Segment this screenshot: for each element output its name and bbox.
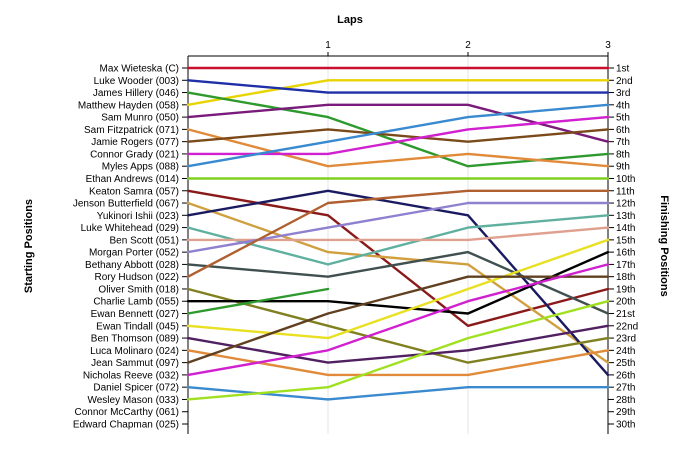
driver-label: Sam Fitzpatrick (071): [84, 125, 179, 136]
driver-label: James Hillery (046): [93, 88, 179, 99]
driver-label: Connor McCarthy (061): [75, 407, 179, 418]
finish-position-label: 6th: [616, 125, 630, 136]
driver-label: Luke Wooder (003): [94, 76, 179, 87]
finish-position-label: 16th: [616, 248, 635, 259]
driver-label: Nicholas Reeve (032): [83, 370, 179, 381]
driver-label: Luca Molinaro (024): [90, 346, 179, 357]
finish-position-label: 3rd: [616, 88, 630, 99]
finish-position-label: 11th: [616, 186, 635, 197]
series-line: [186, 287, 610, 364]
driver-label: Ewan Tindall (045): [96, 321, 179, 332]
series-line: [186, 263, 610, 377]
driver-label: Charlie Lamb (055): [93, 297, 179, 308]
driver-label: Jenson Butterfield (067): [73, 199, 179, 210]
driver-label: Jamie Rogers (077): [91, 137, 179, 148]
driver-label: Myles Apps (088): [102, 162, 179, 173]
driver-label: Ewan Bennett (027): [91, 309, 179, 320]
driver-label: Max Wieteska (C): [100, 64, 179, 75]
finish-position-label: 9th: [616, 162, 630, 173]
finish-position-label: 23rd: [616, 334, 636, 345]
driver-label: Luke Whitehead (029): [81, 223, 179, 234]
driver-label: Keaton Samra (057): [89, 186, 179, 197]
series-line: [186, 287, 330, 315]
series-line: [186, 201, 610, 364]
series-line: [186, 275, 610, 364]
series-line: [186, 103, 610, 168]
series-line: [186, 214, 610, 266]
finish-position-label: 30th: [616, 420, 635, 431]
finish-position-label: 18th: [616, 272, 635, 283]
finish-position-label: 15th: [616, 235, 635, 246]
finish-position-label: 4th: [616, 100, 630, 111]
finish-position-label: 27th: [616, 383, 635, 394]
finish-position-label: 17th: [616, 260, 635, 271]
finish-position-label: 28th: [616, 395, 635, 406]
finish-position-label: 1st: [616, 64, 630, 75]
driver-label: Jean Sammut (097): [91, 358, 179, 369]
finish-position-label: 5th: [616, 113, 630, 124]
finish-position-label: 20th: [616, 297, 635, 308]
finish-position-label: 13th: [616, 211, 635, 222]
driver-label: Wesley Mason (033): [87, 395, 179, 406]
driver-label: Ben Scott (051): [110, 235, 179, 246]
finish-position-label: 26th: [616, 370, 635, 381]
x-tick-label: 3: [605, 40, 611, 51]
driver-label: Morgan Porter (052): [89, 248, 179, 259]
series-line: [186, 189, 610, 278]
driver-label: Sam Munro (050): [101, 113, 179, 124]
finish-position-label: 14th: [616, 223, 635, 234]
series-line: [186, 300, 610, 401]
finish-position-label: 25th: [616, 358, 635, 369]
series-line: [186, 128, 610, 168]
driver-label: Matthew Hayden (058): [78, 100, 179, 111]
series-line: [186, 79, 610, 107]
y-axis-label-right: Finishing Positions: [658, 195, 670, 297]
series-line: [186, 238, 610, 340]
finish-position-label: 8th: [616, 149, 630, 160]
series-line: [186, 128, 610, 143]
driver-label: Yukinori Ishii (023): [97, 211, 179, 222]
finish-position-label: 12th: [616, 199, 635, 210]
y-axis-label-left: Starting Positions: [23, 198, 35, 294]
series-line: [186, 324, 610, 364]
driver-label: Edward Chapman (025): [73, 420, 179, 431]
finish-position-label: 7th: [616, 137, 630, 148]
series-line: [186, 189, 610, 377]
series-line: [186, 226, 610, 242]
chart-title: Laps: [337, 14, 363, 26]
driver-label: Ethan Andrews (014): [86, 174, 179, 185]
driver-label: Rory Hudson (022): [95, 272, 179, 283]
driver-label: Bethany Abbott (028): [85, 260, 179, 271]
driver-label: Ben Thomson (089): [91, 334, 179, 345]
finish-position-label: 24th: [616, 346, 635, 357]
finish-position-label: 2nd: [616, 76, 633, 87]
finish-position-label: 22nd: [616, 321, 638, 332]
series-line: [186, 79, 610, 94]
driver-label: Daniel Spicer (072): [93, 383, 179, 394]
x-tick-label: 1: [325, 40, 331, 51]
finish-position-label: 19th: [616, 284, 635, 295]
finish-position-label: 29th: [616, 407, 635, 418]
x-tick-label: 2: [465, 40, 471, 51]
finish-position-label: 21st: [616, 309, 635, 320]
finish-position-label: 10th: [616, 174, 635, 185]
driver-label: Oliver Smith (018): [98, 284, 179, 295]
driver-label: Connor Grady (021): [90, 149, 179, 160]
